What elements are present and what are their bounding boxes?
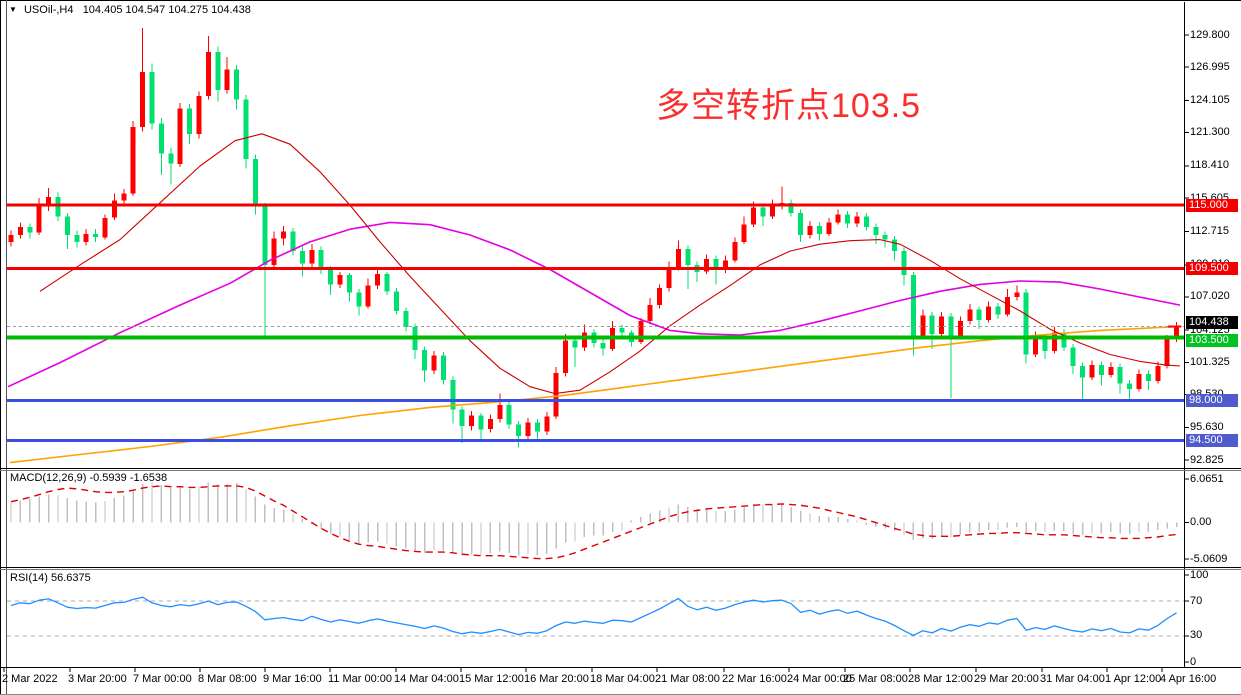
price-tick-label: 129.800	[1190, 28, 1230, 41]
time-axis-label: 4 Apr 16:00	[1160, 673, 1217, 685]
price-tick-label: 126.995	[1190, 60, 1230, 73]
rsi-axis-label: 70	[1190, 594, 1203, 607]
rsi-axis-label: 30	[1190, 629, 1203, 642]
macd-axis-label: -5.0609	[1190, 552, 1228, 565]
price-level-badge: 109.500	[1186, 261, 1238, 275]
price-tick-label: 107.020	[1190, 290, 1230, 303]
macd-indicator-label: MACD(12,26,9) -0.5939 -1.6538	[10, 472, 168, 484]
symbol-period-label: USOil-,H4	[23, 4, 74, 16]
time-axis-label: 24 Mar 00:00	[787, 673, 852, 685]
price-tick-label: 95.630	[1190, 421, 1224, 434]
time-axis-label: 11 Mar 00:00	[328, 673, 393, 685]
price-tick-label: 112.715	[1190, 224, 1229, 237]
time-axis-label: 25 Mar 08:00	[843, 673, 908, 685]
price-level-badge: 98.000	[1186, 394, 1238, 407]
time-axis-label: 15 Mar 12:00	[459, 673, 524, 685]
time-axis-label: 29 Mar 20:00	[974, 673, 1039, 685]
time-axis-label: 1 Apr 12:00	[1105, 673, 1162, 685]
price-tick-label: 92.825	[1190, 453, 1224, 466]
price-level-badge: 94.500	[1186, 434, 1238, 448]
time-axis-label: 21 Mar 08:00	[655, 673, 720, 685]
time-axis-label: 14 Mar 04:00	[394, 673, 459, 685]
price-tick-label: 121.300	[1190, 126, 1230, 139]
rsi-axis-label: 100	[1190, 568, 1209, 581]
chart-title: ▼ USOil-,H4 104.405 104.547 104.275 104.…	[9, 4, 251, 16]
time-axis-label: 18 Mar 04:00	[590, 673, 655, 685]
rsi-axis-label: 0	[1190, 655, 1197, 668]
price-level-badge: 115.000	[1186, 198, 1238, 212]
time-axis-label: 16 Mar 20:00	[524, 673, 589, 685]
macd-axis-label: 6.0651	[1190, 472, 1224, 485]
price-level-badge: 104.438	[1186, 316, 1238, 329]
annotation-text: 多空转折点103.5	[656, 87, 922, 125]
time-axis-label: 28 Mar 12:00	[908, 673, 973, 685]
time-axis-label: 2 Mar 2022	[2, 673, 58, 685]
price-tick-label: 118.410	[1190, 159, 1229, 172]
price-tick-label: 124.105	[1190, 94, 1230, 106]
chart-collapse-icon[interactable]: ▼	[9, 5, 17, 14]
price-level-badge: 103.500	[1186, 333, 1238, 347]
time-axis-label: 9 Mar 16:00	[263, 673, 322, 685]
rsi-indicator-label: RSI(14) 56.6375	[10, 572, 91, 584]
time-axis-label: 22 Mar 16:00	[722, 673, 787, 685]
time-axis-label: 8 Mar 08:00	[198, 673, 257, 685]
time-axis-label: 7 Mar 00:00	[133, 673, 192, 685]
macd-axis-label: 0.00	[1190, 516, 1212, 529]
time-axis-label: 3 Mar 20:00	[68, 673, 127, 685]
price-tick-label: 101.325	[1190, 355, 1230, 368]
ohlc-values: 104.405 104.547 104.275 104.438	[82, 4, 251, 16]
time-axis-label: 31 Mar 04:00	[1040, 673, 1105, 685]
